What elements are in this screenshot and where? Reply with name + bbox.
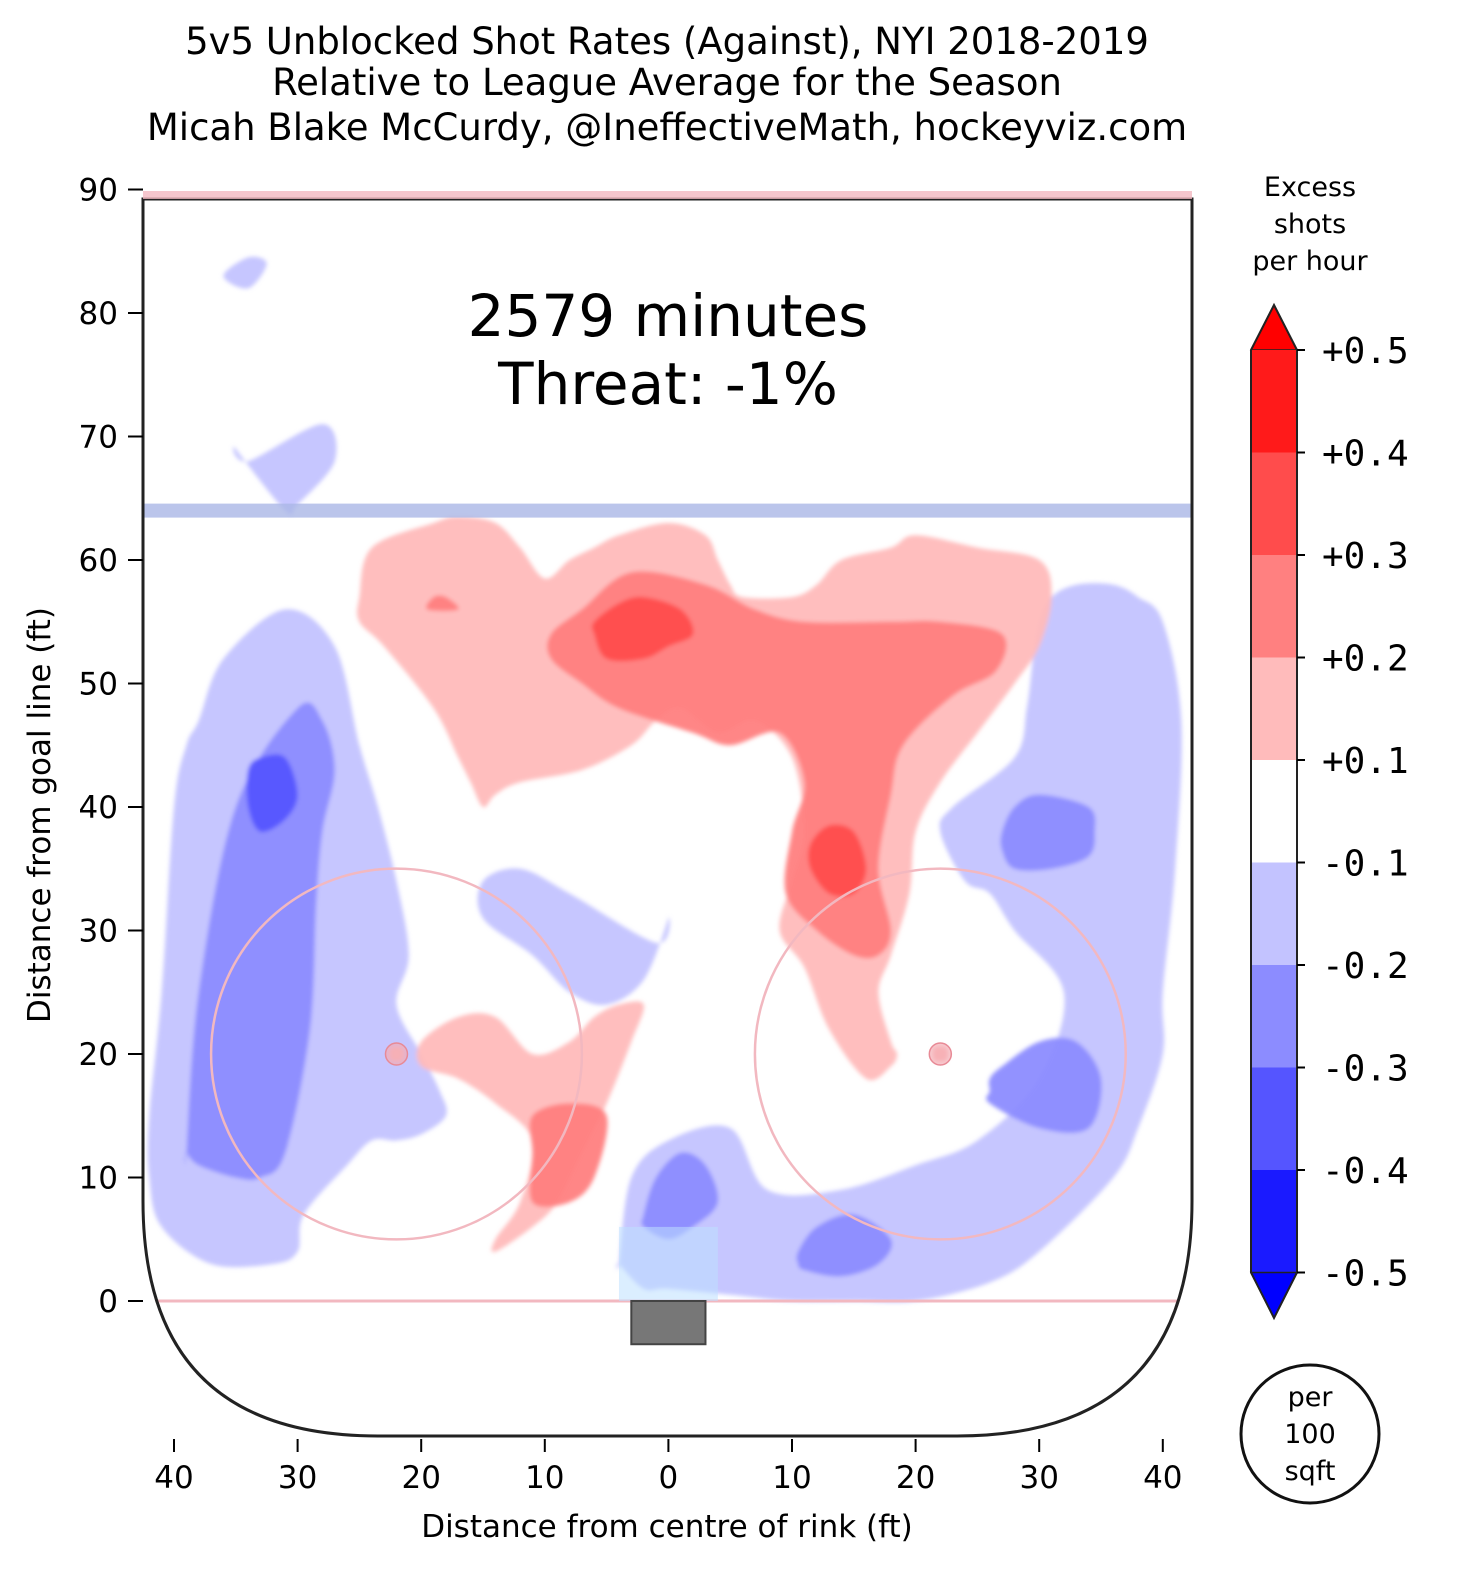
x-tick-label-8: 40	[1143, 1460, 1182, 1496]
heatmap-region-14	[547, 571, 1007, 959]
heatmap-region-15	[529, 1103, 608, 1207]
faceoff-dot-right	[928, 1042, 953, 1066]
colorbar-title-line-2: shots	[1274, 209, 1346, 240]
heatmap-region-3	[184, 702, 335, 1180]
goal-net	[630, 1300, 707, 1346]
colorbar-ticks: +0.5 +0.4 +0.3 +0.2 +0.1 -0.1 -0.2 -0.3 -0.4 -0.5	[1297, 331, 1409, 1295]
title-line-3: Micah Blake McCurdy, @IneffectiveMath, h…	[147, 106, 1187, 149]
title-line-2: Relative to League Average for the Seaso…	[272, 61, 1062, 104]
colorbar-band-8	[1251, 1170, 1297, 1273]
colorbar-band-1	[1251, 452, 1297, 556]
y-tick-label-5: 50	[79, 667, 118, 703]
unit-circle: per 100 sqft	[1239, 1363, 1381, 1505]
title-line-1: 5v5 Unblocked Shot Rates (Against), NYI …	[185, 20, 1149, 63]
heatmap-region-17	[591, 596, 694, 662]
heatmap-region-18	[808, 824, 867, 897]
faceoff-circle-left	[209, 867, 584, 1241]
colorbar-band-5	[1251, 862, 1297, 966]
y-tick-label-9: 90	[79, 173, 118, 209]
unit-line-3: sqft	[1285, 1456, 1336, 1487]
unit-line-1: per	[1288, 1382, 1334, 1413]
colorbar-over-arrow	[1249, 303, 1299, 351]
y-tick-label-7: 70	[79, 420, 118, 456]
colorbar-tick-label-9: -0.5	[1322, 1254, 1409, 1295]
rink-boards	[141, 197, 1194, 1438]
colorbar-tick-label-8: -0.4	[1322, 1151, 1409, 1192]
heatmap-region-0	[223, 256, 267, 289]
y-tick-label-8: 80	[79, 296, 118, 332]
colorbar-tick-label-2: +0.3	[1322, 536, 1409, 577]
colorbar-band-3	[1251, 657, 1297, 761]
x-tick-label-3: 10	[525, 1460, 564, 1496]
heatmap-region-16	[426, 595, 459, 611]
y-tick-label-0: 0	[98, 1284, 118, 1320]
y-axis: 0 10 20 30 40 50 60 70 80 90	[79, 173, 143, 1320]
heatmap-region-8	[986, 1037, 1102, 1133]
colorbar-title-line-3: per hour	[1252, 246, 1368, 277]
colorbar-bands	[1249, 302, 1299, 1321]
x-tick-label-1: 30	[278, 1460, 317, 1496]
colorbar-tick-label-4: +0.1	[1322, 741, 1409, 782]
x-axis: 40 30 20 10 0 10 20 30 40	[154, 1439, 1183, 1496]
y-tick-label-2: 20	[79, 1037, 118, 1073]
colorbar-tick-label-1: +0.4	[1322, 434, 1409, 475]
chart-title: 5v5 Unblocked Shot Rates (Against), NYI …	[147, 20, 1187, 149]
colorbar: Excess shots per hour +0.5+0.4+0.3+0.2+0…	[1249, 172, 1409, 1321]
heatmap-region-5	[477, 868, 670, 1006]
rink-plot-area: 2579 minutes Threat: -1%	[141, 191, 1194, 1438]
heatmap-region-10	[641, 1152, 719, 1240]
colorbar-tick-label-0: +0.5	[1322, 331, 1409, 372]
colorbar-band-7	[1251, 1067, 1297, 1171]
colorbar-tick-label-7: -0.3	[1322, 1049, 1409, 1090]
faceoff-circle-right	[753, 867, 1127, 1241]
heatmap-region-7	[1000, 794, 1096, 871]
y-tick-label-1: 10	[79, 1161, 118, 1197]
goal-crease	[618, 1226, 718, 1301]
heatmap-region-1	[233, 424, 337, 515]
y-tick-label-3: 30	[79, 914, 118, 950]
colorbar-tick-label-3: +0.2	[1322, 639, 1409, 680]
heatmap-regions	[147, 256, 1182, 1303]
heatmap-region-9	[796, 1214, 892, 1277]
blue-line	[143, 503, 1192, 518]
colorbar-band-0	[1251, 350, 1297, 453]
unit-line-2: 100	[1284, 1419, 1336, 1450]
colorbar-band-6	[1251, 965, 1297, 1068]
x-axis-label: Distance from centre of rink (ft)	[421, 1509, 913, 1545]
x-tick-label-0: 40	[154, 1460, 193, 1496]
threat-annotation: Threat: -1%	[497, 350, 838, 418]
top-boundary-band	[143, 191, 1192, 199]
colorbar-under-arrow	[1249, 1271, 1299, 1320]
colorbar-tick-label-5: -0.1	[1322, 844, 1409, 885]
colorbar-band-4	[1251, 760, 1297, 863]
colorbar-tick-label-6: -0.2	[1322, 946, 1409, 987]
minutes-annotation: 2579 minutes	[468, 282, 869, 350]
heatmap-region-4	[246, 754, 298, 833]
y-tick-label-6: 60	[79, 543, 118, 579]
unit-circle-outline	[1239, 1363, 1381, 1505]
rink-markings	[143, 503, 1192, 1346]
colorbar-band-2	[1251, 555, 1297, 658]
x-tick-label-4: 0	[659, 1460, 679, 1496]
x-tick-label-7: 30	[1019, 1460, 1058, 1496]
x-tick-label-5: 10	[772, 1460, 811, 1496]
faceoff-dot-left	[384, 1042, 409, 1066]
x-tick-label-2: 20	[401, 1460, 440, 1496]
y-tick-label-4: 40	[79, 790, 118, 826]
y-axis-label: Distance from goal line (ft)	[22, 607, 58, 1023]
colorbar-title-line-1: Excess	[1264, 172, 1356, 203]
x-tick-label-6: 20	[896, 1460, 935, 1496]
annotation: 2579 minutes Threat: -1%	[468, 282, 869, 418]
